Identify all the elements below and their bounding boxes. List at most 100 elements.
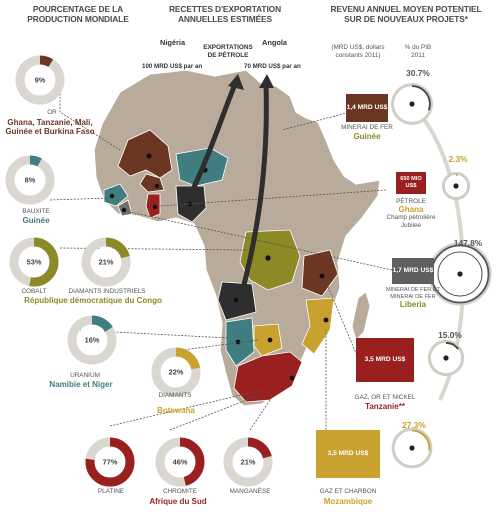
- donut-slice: [151, 347, 201, 397]
- donut-label: 77%: [103, 458, 118, 467]
- mozambique-pct: 27.3%: [402, 420, 426, 430]
- donut-or: 9%: [15, 55, 65, 105]
- gdp-arc: [430, 342, 462, 374]
- chromite-commodity: CHROMITE: [162, 488, 198, 495]
- gdp-circle-ghana: [441, 171, 471, 201]
- ghana-pct: 2.3%: [448, 154, 468, 164]
- header-left: POURCENTAGE DE LA PRODUCTION MONDIALE: [18, 4, 138, 24]
- revenue-donuts: [391, 83, 492, 469]
- or-commodity: OR: [47, 109, 57, 116]
- pct-line2: 2011: [411, 51, 425, 59]
- ghana-kind: PÉTROLE: [396, 198, 426, 205]
- export-arrows: [185, 74, 274, 301]
- liberia-pct: 147.8%: [453, 238, 483, 248]
- donut-slice: [223, 437, 273, 487]
- donut-hole: [161, 357, 191, 387]
- donut-label: 22%: [169, 368, 184, 377]
- tanzania-place: Tanzanie**: [365, 402, 405, 411]
- mozambique-place: Mozambique: [323, 497, 373, 506]
- header-right-line1: REVENU ANNUEL MOYEN POTENTIEL: [330, 4, 482, 14]
- donut-slice: [5, 155, 55, 205]
- gdp-dot: [457, 271, 463, 277]
- export-title: EXPORTATIONS DE PÉTROLE: [196, 44, 260, 59]
- ghana-value-box: 650 MIO US$: [396, 172, 426, 194]
- gdp-circle-tanzanie: [427, 339, 465, 377]
- donut-slice: [15, 55, 65, 105]
- madagascar-shape: [351, 291, 371, 341]
- units-line2: constants 2011): [335, 51, 381, 59]
- uranium-commodity: URANIUM: [70, 372, 100, 379]
- chromite-place: Afrique du Sud: [149, 497, 207, 506]
- cobalt-commodity: COBALT: [21, 288, 47, 295]
- header-right-line2: SUR DE NOUVEAUX PROJETS*: [344, 14, 468, 24]
- donut-hole: [77, 325, 107, 355]
- diamonds-place: Botswana: [157, 406, 195, 415]
- south-africa-region: [233, 351, 303, 403]
- donut-platine: 77%: [85, 437, 135, 487]
- leader-lines: [49, 90, 393, 431]
- production-donuts: 9% 8% 53% 21% 16% 22% 77% 46% 21%: [5, 55, 273, 487]
- mozambique-region: [301, 297, 335, 355]
- gdp-circle-mozambique: [391, 427, 433, 469]
- gdp-dot: [409, 101, 415, 107]
- mozambique-kind: GAZ ET CHARBON: [319, 488, 377, 495]
- export-title-line1: EXPORTATIONS: [203, 44, 253, 51]
- donut-hole: [15, 165, 45, 195]
- gdp-dot: [443, 355, 449, 361]
- gdp-circle-liberia: [428, 242, 492, 306]
- guinea-value-box: 1,4 MRD US$: [346, 94, 388, 122]
- header-left-line1: POURCENTAGE DE LA: [32, 4, 124, 14]
- donut-hole: [25, 65, 55, 95]
- donut-hole: [233, 447, 263, 477]
- donut-bauxite: 8%: [5, 155, 55, 205]
- angola-label: Angola: [262, 38, 288, 47]
- header-left-line2: PRODUCTION MONDIALE: [27, 14, 129, 24]
- guinea-kind: MINERAI DE FER: [341, 124, 393, 131]
- map-dots: [109, 153, 329, 381]
- nigeria-label: Nigéria: [160, 38, 186, 47]
- donut-hole: [95, 447, 125, 477]
- platinum-commodity: PLATINE: [97, 488, 125, 495]
- header-middle: RECETTES D'EXPORTATION ANNUELLES ESTIMÉE…: [160, 4, 290, 24]
- donut-diamants-industriels: 21%: [81, 237, 131, 287]
- donut-slice: [9, 237, 59, 287]
- bauxite-commodity: BAUXITE: [22, 208, 50, 215]
- ghana-note: Champ pétrolière Jubilee: [386, 214, 436, 229]
- header-middle-line1: RECETTES D'EXPORTATION: [168, 4, 282, 14]
- gdp-dot: [453, 183, 459, 189]
- tanzania-region: [301, 249, 339, 297]
- nigeria-export-value: 100 MRD US$ par an: [142, 63, 203, 70]
- donut-chromite: 46%: [155, 437, 205, 487]
- donut-slice: [155, 437, 205, 487]
- donut-label: 9%: [35, 76, 46, 85]
- ghana-place: Ghana: [398, 205, 424, 214]
- units-line1: (MRD US$, dollars: [331, 44, 385, 51]
- gdp-circle-guine: [391, 83, 433, 125]
- ghana-region: [145, 193, 161, 219]
- tanzania-pct: 15.0%: [438, 330, 462, 340]
- bauxite-place: Guinée: [22, 216, 50, 225]
- donut-slice: [67, 315, 117, 365]
- liberia-kind: MINERAI DE FER ET MINERAI DE FER: [385, 287, 441, 300]
- gdp-arc: [444, 174, 468, 198]
- donut-cobalt: 53%: [9, 237, 59, 287]
- guinea-place: Guinée: [353, 132, 381, 141]
- angola-export-value: 70 MRD US$ par an: [244, 63, 301, 70]
- uranium-place: Namibie et Niger: [49, 380, 113, 389]
- header-middle-line2: ANNUELLES ESTIMÉES: [177, 14, 273, 24]
- donut-label: 46%: [173, 458, 188, 467]
- liberia-place: Liberia: [399, 300, 427, 309]
- or-place: Ghana, Tanzanie, Mali, Guinée et Burkina…: [5, 118, 95, 137]
- donut-hole: [91, 247, 121, 277]
- mozambique-value-box: 3,5 MRD US$: [316, 430, 380, 478]
- manganese-commodity: MANGANÈSE: [229, 488, 271, 495]
- donut-diamants: 22%: [151, 347, 201, 397]
- donut-uranium: 16%: [67, 315, 117, 365]
- donut-hole: [165, 447, 195, 477]
- right-subhead-units: (MRD US$, dollars constants 2011): [320, 44, 396, 59]
- donut-slice: [81, 237, 131, 287]
- donut-slice: [85, 437, 135, 487]
- industrial-diamonds-commodity: DIAMANTS INDUSTRIELS: [68, 288, 146, 295]
- pct-line1: % du PIB: [404, 44, 432, 51]
